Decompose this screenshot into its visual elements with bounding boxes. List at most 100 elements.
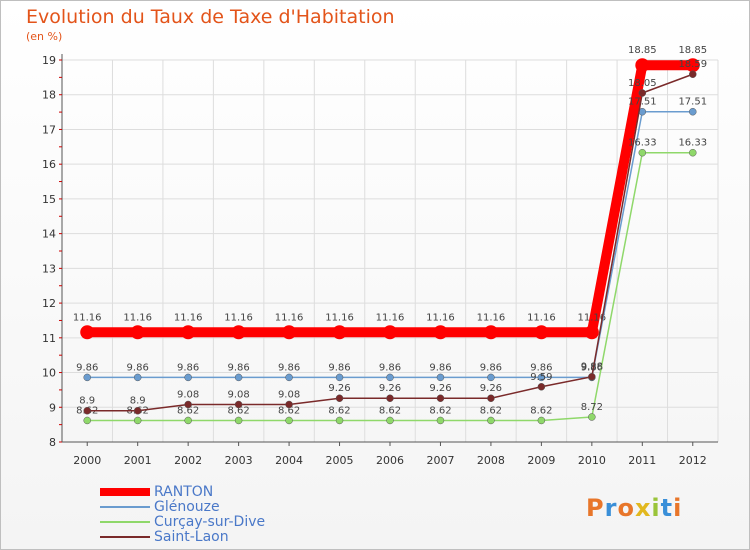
- data-point-gl-nouze: [234, 373, 243, 382]
- y-tick-label: 9: [49, 401, 56, 414]
- data-label-gl-nouze: 9.86: [429, 362, 451, 373]
- data-label-ranton: 11.16: [123, 312, 152, 323]
- y-tick-label: 19: [42, 54, 56, 67]
- logo-letter: o: [617, 494, 635, 522]
- legend-swatch: [100, 488, 150, 496]
- data-point-cur-ay-sur-dive: [184, 416, 192, 425]
- data-point-gl-nouze: [537, 373, 546, 382]
- data-point-ranton: [181, 325, 196, 340]
- data-point-cur-ay-sur-dive: [588, 413, 596, 421]
- x-tick-label: 2007: [426, 454, 454, 467]
- data-point-ranton: [584, 325, 599, 340]
- legend-label: RANTON: [154, 484, 214, 500]
- data-point-ranton: [433, 325, 448, 340]
- data-point-cur-ay-sur-dive: [285, 416, 293, 425]
- logo-letter: P: [586, 494, 605, 522]
- legend-item: Saint-Laon: [100, 529, 229, 545]
- data-label-ranton: 11.16: [325, 312, 354, 323]
- data-point-saint-laon: [638, 89, 647, 97]
- data-label-gl-nouze: 17.51: [678, 97, 707, 108]
- data-label-cur-ay-sur-dive: 8.62: [379, 405, 401, 416]
- data-point-saint-laon: [285, 400, 293, 409]
- data-point-saint-laon: [386, 394, 394, 402]
- data-label-cur-ay-sur-dive: 16.33: [628, 138, 657, 149]
- data-point-gl-nouze: [436, 373, 445, 382]
- y-tick-label: 14: [42, 228, 56, 241]
- data-point-cur-ay-sur-dive: [436, 416, 445, 425]
- x-tick-label: 2008: [477, 454, 505, 467]
- logo-letter: t: [660, 494, 674, 522]
- chart-title: Evolution du Taux de Taxe d'Habitation: [26, 6, 395, 28]
- data-label-gl-nouze: 9.86: [379, 362, 401, 373]
- data-label-gl-nouze: 9.86: [278, 362, 300, 373]
- data-label-ranton: 11.16: [174, 312, 203, 323]
- data-point-gl-nouze: [689, 107, 697, 116]
- logo-letter: i: [651, 494, 661, 522]
- data-point-ranton: [483, 325, 498, 340]
- logo-letter: r: [604, 494, 618, 522]
- data-label-gl-nouze: 9.86: [530, 362, 552, 373]
- data-label-ranton: 11.16: [477, 312, 506, 323]
- data-point-ranton: [534, 325, 549, 340]
- data-point-saint-laon: [487, 394, 495, 402]
- x-tick-label: 2000: [73, 454, 101, 467]
- data-label-ranton: 11.16: [224, 312, 253, 323]
- data-point-ranton: [383, 325, 397, 340]
- logo-letter: x: [634, 494, 652, 522]
- data-point-gl-nouze: [133, 373, 142, 382]
- data-point-saint-laon: [588, 372, 596, 381]
- y-tick-label: 15: [42, 193, 56, 206]
- data-point-gl-nouze: [83, 373, 91, 382]
- data-label-saint-laon: 9.88: [581, 362, 603, 373]
- data-label-ranton: 18.85: [628, 45, 657, 56]
- data-point-gl-nouze: [184, 373, 192, 382]
- data-label-saint-laon: 9.59: [530, 372, 552, 383]
- x-tick-label: 2010: [578, 454, 606, 467]
- y-tick-label: 10: [42, 367, 56, 380]
- legend-swatch: [100, 506, 150, 508]
- data-label-gl-nouze: 9.86: [328, 362, 350, 373]
- data-point-gl-nouze: [487, 373, 495, 382]
- data-point-saint-laon: [689, 70, 697, 78]
- logo-letter: i: [673, 494, 683, 522]
- data-label-cur-ay-sur-dive: 8.72: [581, 402, 603, 413]
- y-tick-label: 13: [42, 262, 56, 275]
- data-label-gl-nouze: 9.86: [227, 362, 249, 373]
- data-point-saint-laon: [83, 406, 91, 415]
- legend-swatch: [100, 536, 150, 538]
- y-tick-label: 12: [42, 297, 56, 310]
- data-label-ranton: 11.16: [578, 312, 607, 323]
- data-label-saint-laon: 9.26: [480, 383, 502, 394]
- data-label-saint-laon: 9.26: [328, 383, 350, 394]
- data-label-cur-ay-sur-dive: 8.62: [480, 405, 502, 416]
- data-label-saint-laon: 8.9: [79, 396, 95, 407]
- legend-swatch: [100, 521, 150, 523]
- data-point-ranton: [635, 58, 650, 73]
- data-point-ranton: [130, 325, 145, 340]
- data-label-ranton: 11.16: [426, 312, 455, 323]
- x-tick-label: 2005: [326, 454, 354, 467]
- data-point-saint-laon: [436, 394, 445, 402]
- data-point-saint-laon: [133, 406, 142, 415]
- legend-label: Saint-Laon: [154, 529, 229, 545]
- data-label-gl-nouze: 17.51: [628, 97, 657, 108]
- data-point-cur-ay-sur-dive: [133, 416, 142, 425]
- data-point-saint-laon: [537, 383, 546, 391]
- data-point-ranton: [332, 325, 347, 340]
- data-label-saint-laon: 18.05: [628, 78, 657, 89]
- y-tick-label: 17: [42, 123, 56, 136]
- x-tick-label: 2002: [174, 454, 202, 467]
- data-label-gl-nouze: 9.86: [76, 362, 98, 373]
- data-point-ranton: [80, 325, 95, 340]
- data-point-cur-ay-sur-dive: [638, 148, 647, 157]
- data-label-gl-nouze: 9.86: [177, 362, 199, 373]
- data-label-ranton: 18.85: [678, 45, 707, 56]
- data-label-ranton: 11.16: [73, 312, 102, 323]
- data-label-saint-laon: 9.08: [177, 389, 199, 400]
- data-point-saint-laon: [184, 400, 192, 409]
- data-label-ranton: 11.16: [275, 312, 304, 323]
- x-tick-label: 2012: [679, 454, 707, 467]
- data-label-gl-nouze: 9.86: [480, 362, 502, 373]
- data-label-gl-nouze: 9.86: [581, 362, 603, 373]
